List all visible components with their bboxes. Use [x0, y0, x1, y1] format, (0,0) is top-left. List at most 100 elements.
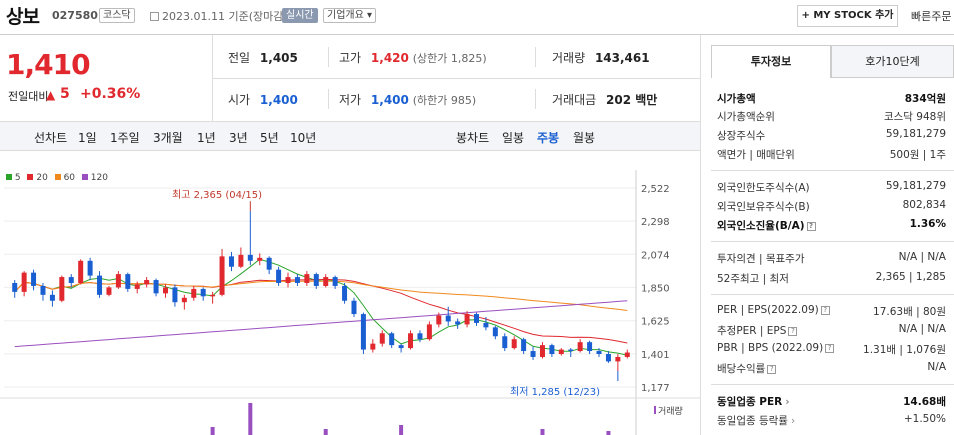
- shares-row: 상장주식수 59,181,279: [717, 127, 946, 145]
- header-divider: [0, 34, 954, 35]
- candle-body: [474, 314, 479, 323]
- candle-body: [285, 277, 291, 283]
- candle-body: [40, 285, 46, 295]
- company-overview-dropdown[interactable]: 기업개요 ▾: [323, 8, 376, 23]
- foreign-limit-row: 외국인한도주식수(A) 59,181,279: [717, 179, 946, 197]
- candle-body: [219, 256, 225, 295]
- tab-3month[interactable]: 3개월: [153, 131, 183, 145]
- price-chart[interactable]: 2,522 2,298 2,074 1,850 1,625 1,401 1,177: [0, 170, 700, 435]
- candle-body: [464, 314, 470, 325]
- candle-body: [115, 274, 121, 288]
- calendar-icon: [150, 12, 159, 21]
- tab-weekly[interactable]: 주봉: [537, 131, 560, 145]
- stats-divider: [328, 89, 329, 109]
- candle-body: [78, 260, 84, 283]
- date-info: 2023.01.11 기준(장마감): [150, 8, 288, 24]
- market-tag: 코스닥: [99, 8, 135, 23]
- candle-body: [426, 324, 432, 340]
- tab-3year[interactable]: 3년: [229, 131, 248, 145]
- sector-per-value: 14.68배: [903, 396, 946, 408]
- tab-1day[interactable]: 1일: [78, 131, 97, 145]
- market-cap-rank-label: 시가총액순위: [717, 111, 775, 123]
- pbr-value: 1.31배 | 1,076원: [863, 344, 946, 356]
- candle-body: [624, 352, 630, 357]
- pbr-label-text: PBR | BPS (2022.09): [717, 342, 824, 354]
- opinion-label: 투자의견 | 목표주가: [717, 253, 805, 265]
- candle-body: [408, 333, 414, 349]
- realtime-button[interactable]: 실시간: [282, 8, 318, 23]
- candle-body: [483, 322, 489, 328]
- tab-10year[interactable]: 10년: [290, 131, 317, 145]
- stats-divider: [535, 47, 536, 67]
- candle-body: [12, 282, 18, 292]
- candle-body: [379, 333, 385, 344]
- tab-monthly[interactable]: 월봉: [573, 131, 596, 145]
- market-cap-row: 시가총액 834억원: [717, 90, 946, 108]
- tab-5year[interactable]: 5년: [260, 131, 279, 145]
- tab-invest-info[interactable]: 투자정보: [711, 45, 831, 78]
- y-tick-label: 2,298: [641, 217, 670, 228]
- help-icon[interactable]: ?: [820, 305, 830, 315]
- per-row: PER | EPS(2022.09)? 17.63배 | 80원: [717, 303, 946, 321]
- candle-body: [247, 254, 253, 261]
- sector-rate-row: 동일업종 등락률 › +1.50%: [717, 412, 946, 430]
- candle-body: [87, 260, 93, 276]
- ma60-swatch: [54, 174, 61, 180]
- candle-body: [134, 284, 140, 289]
- tab-quote-10[interactable]: 호가10단계: [831, 45, 954, 78]
- candle-body: [417, 333, 423, 340]
- amount-label: 거래대금: [552, 93, 597, 107]
- volume-bar: [540, 429, 545, 435]
- line-chart-label: 선차트: [34, 131, 68, 145]
- candle-body: [389, 333, 395, 346]
- volume-bar: [399, 425, 404, 435]
- est-per-label-text: 추정PER | EPS: [717, 325, 787, 337]
- est-per-label: 추정PER | EPS?: [717, 323, 798, 338]
- sector-rate-label-text: 동일업종 등락률: [717, 415, 788, 427]
- candle-body: [59, 277, 65, 301]
- volume-label: 거래량: [552, 51, 586, 65]
- y-tick-label: 1,401: [641, 350, 670, 361]
- volume-bar: [606, 431, 611, 435]
- help-icon[interactable]: ?: [767, 364, 777, 374]
- low-value: 1,400: [370, 93, 409, 107]
- candle-body: [568, 349, 574, 352]
- volume-bar: [323, 429, 328, 435]
- candle-body: [191, 288, 197, 298]
- candle-body: [49, 294, 55, 301]
- stats-divider: [328, 47, 329, 67]
- dividend-label-text: 배당수익률: [717, 363, 766, 375]
- y-tick-label: 1,625: [641, 317, 670, 328]
- chevron-right-icon[interactable]: ›: [790, 415, 796, 427]
- pbr-row: PBR | BPS (2022.09)? 1.31배 | 1,076원: [717, 341, 946, 359]
- foreign-hold-label: 외국인보유주식수(B): [717, 201, 810, 213]
- quick-order-link[interactable]: 빠른주문: [911, 10, 952, 23]
- help-icon[interactable]: ?: [825, 343, 835, 353]
- high-annotation: 최고 2,365 (04/15): [172, 190, 263, 201]
- y-tick-label: 1,177: [641, 383, 670, 394]
- candle-body: [370, 343, 376, 350]
- dividend-value: N/A: [927, 361, 946, 373]
- candle-body: [615, 356, 621, 362]
- chevron-right-icon[interactable]: ›: [785, 396, 790, 408]
- tab-daily[interactable]: 일봉: [502, 131, 525, 145]
- candle-body: [294, 277, 300, 283]
- stats-row-divider: [212, 78, 700, 79]
- add-mystock-button[interactable]: + MY STOCK 추가: [797, 5, 898, 27]
- change-value: 5: [60, 86, 70, 102]
- help-icon[interactable]: ?: [806, 221, 816, 231]
- up-triangle-icon: ▲: [46, 88, 56, 102]
- tab-1year[interactable]: 1년: [197, 131, 216, 145]
- market-cap-rank-value: 코스닥 948위: [883, 111, 946, 123]
- market-cap-rank-row: 시가총액순위 코스닥 948위: [717, 108, 946, 126]
- candle-body: [577, 342, 583, 352]
- candle-body: [172, 287, 178, 303]
- ma20-label: 20: [36, 173, 48, 183]
- tab-1week[interactable]: 1주일: [110, 131, 140, 145]
- candle-body: [332, 277, 338, 286]
- candle-body: [342, 285, 348, 301]
- candle-body: [125, 274, 131, 289]
- help-icon[interactable]: ?: [788, 326, 798, 336]
- foreign-limit-label: 외국인한도주식수(A): [717, 182, 810, 194]
- volume-stat: 거래량 143,461: [552, 49, 650, 66]
